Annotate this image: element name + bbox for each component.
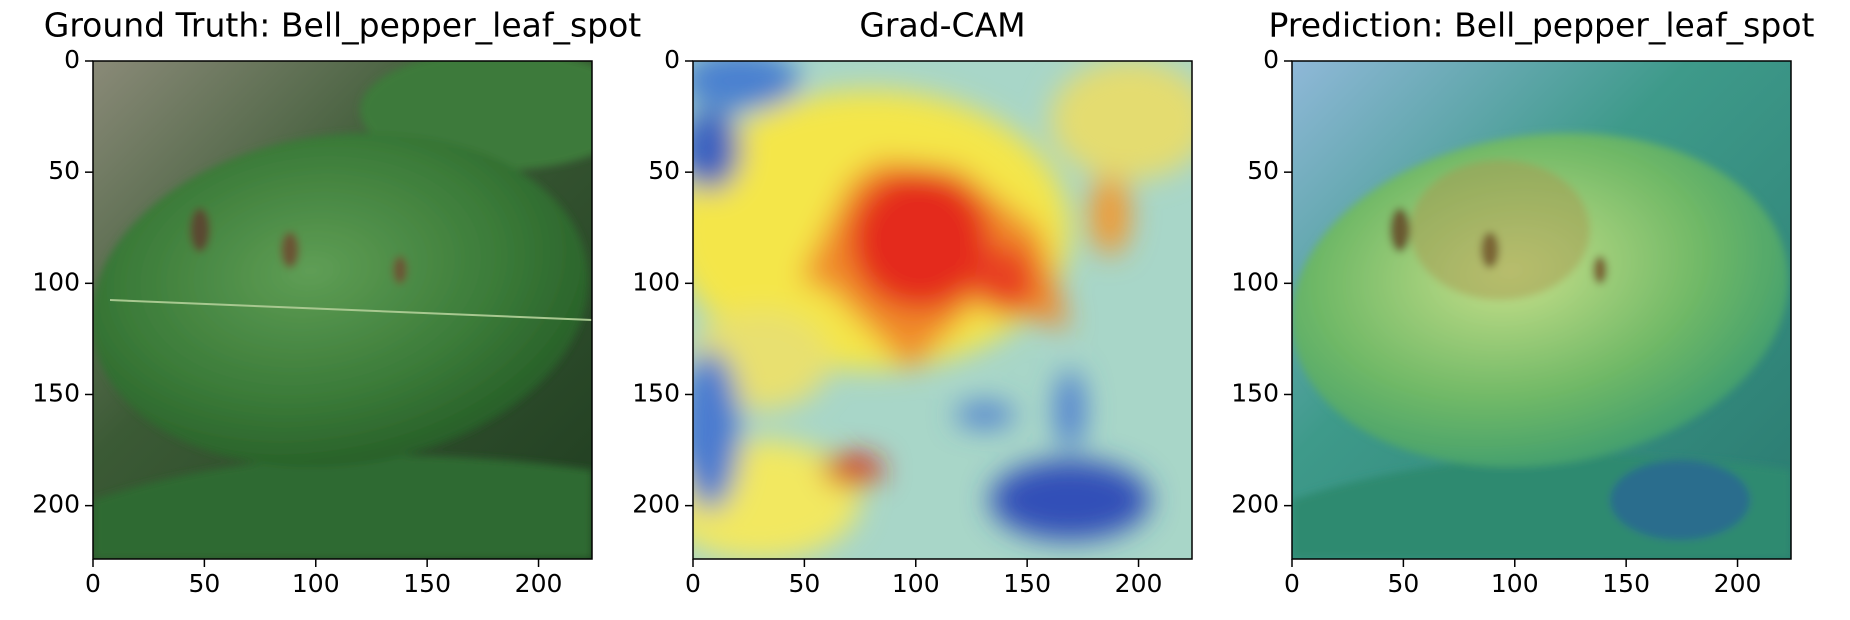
- x-tick-label: 0: [85, 569, 101, 598]
- gradcam-heatmap: [693, 61, 1192, 559]
- x-tick-label: 200: [515, 569, 563, 598]
- y-tick-label: 0: [1263, 45, 1279, 74]
- panel-title: Grad-CAM: [859, 6, 1025, 45]
- x-tick-label: 100: [1491, 569, 1539, 598]
- panel-title: Ground Truth: Bell_pepper_leaf_spot: [44, 6, 642, 45]
- axes-frame: [1291, 60, 1792, 560]
- y-tick-label: 0: [64, 45, 80, 74]
- leaf-image: [93, 61, 592, 559]
- x-tick-label: 100: [292, 569, 340, 598]
- x-tick-label: 50: [788, 569, 820, 598]
- x-tick-label: 50: [188, 569, 220, 598]
- x-tick-label: 100: [892, 569, 940, 598]
- axes-frame: [692, 60, 1193, 560]
- y-tick-label: 150: [32, 378, 80, 407]
- y-tick-label: 150: [1231, 378, 1279, 407]
- axes-frame: [92, 60, 593, 560]
- y-tick-label: 100: [632, 267, 680, 296]
- x-tick-label: 150: [1602, 569, 1650, 598]
- y-tick-label: 50: [1247, 156, 1279, 185]
- y-tick-label: 50: [48, 156, 80, 185]
- x-tick-label: 150: [403, 569, 451, 598]
- x-tick-label: 200: [1115, 569, 1163, 598]
- y-tick-label: 0: [664, 45, 680, 74]
- y-tick-label: 150: [632, 378, 680, 407]
- y-tick-label: 200: [32, 490, 80, 519]
- x-tick-label: 0: [1284, 569, 1300, 598]
- y-tick-label: 50: [648, 156, 680, 185]
- x-tick-label: 0: [685, 569, 701, 598]
- x-tick-label: 200: [1714, 569, 1762, 598]
- x-tick-label: 150: [1003, 569, 1051, 598]
- overlay-image: [1292, 61, 1791, 559]
- y-tick-label: 100: [32, 267, 80, 296]
- x-tick-label: 50: [1387, 569, 1419, 598]
- y-tick-label: 200: [1231, 490, 1279, 519]
- panel-title: Prediction: Bell_pepper_leaf_spot: [1269, 6, 1815, 45]
- y-tick-label: 200: [632, 490, 680, 519]
- y-tick-label: 100: [1231, 267, 1279, 296]
